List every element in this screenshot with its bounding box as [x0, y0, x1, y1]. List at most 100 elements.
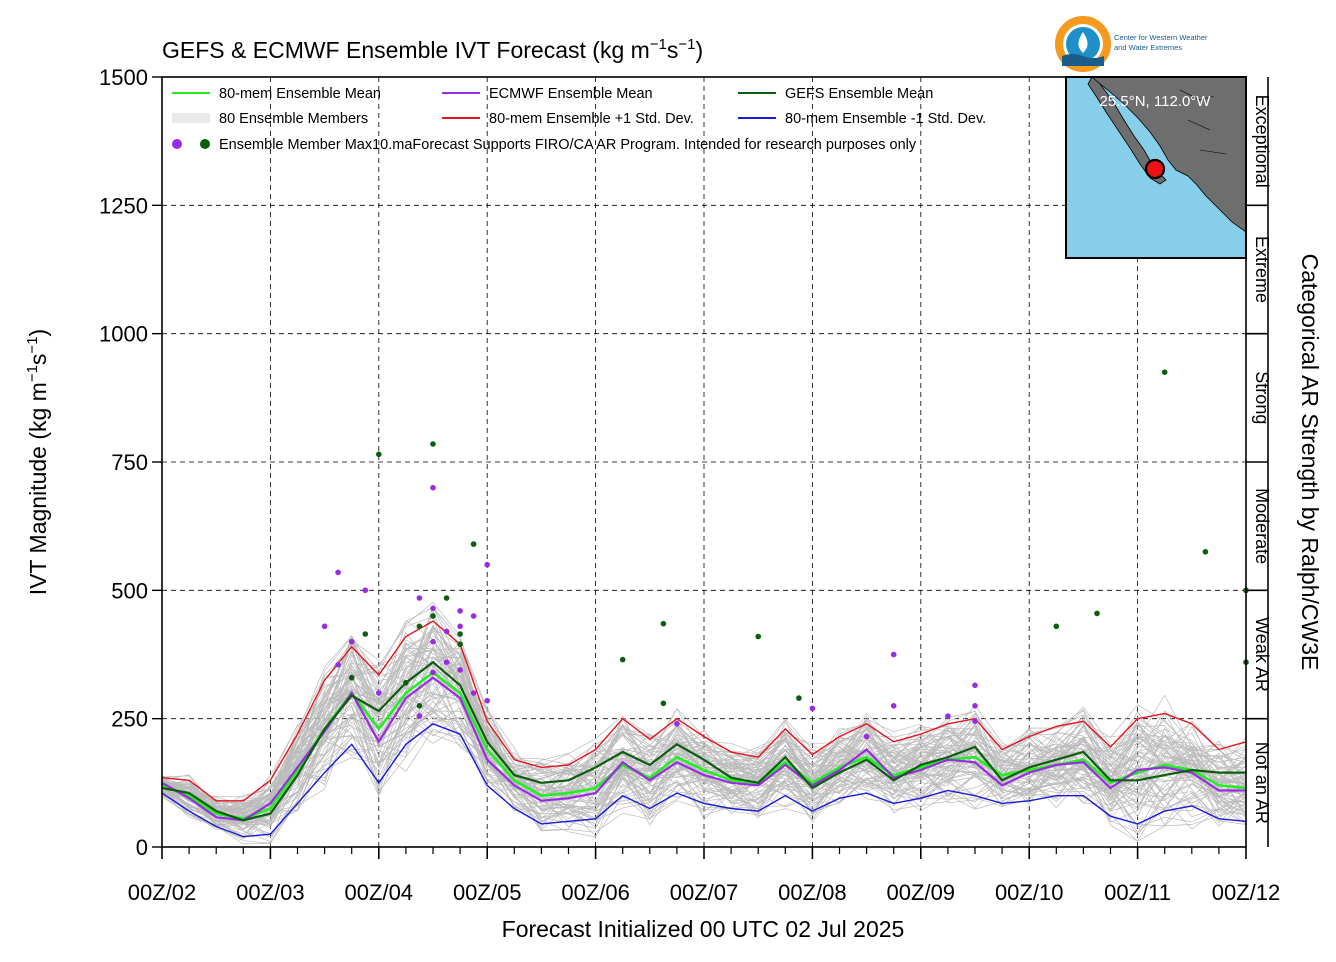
x-tick-label: 00Z/11 — [1104, 880, 1171, 905]
x-tick-label: 00Z/10 — [995, 880, 1064, 905]
inset-peninsula — [1087, 76, 1167, 185]
ecmwf-member-max-dot — [416, 713, 423, 719]
legend-label: ECMWF Ensemble Mean — [489, 86, 653, 102]
ecmwf-member-max-dot — [809, 705, 816, 712]
ensemble-member-line — [161, 693, 1247, 842]
ecmwf-member-max-dot — [484, 697, 491, 704]
gefs-member-max-dot — [796, 695, 802, 701]
ensemble-member-line — [161, 694, 1247, 825]
series-line — [161, 660, 1246, 822]
ecmwf-member-max-dot — [972, 703, 978, 709]
legend-label: 80 Ensemble Members — [219, 111, 368, 127]
legend: 80-mem Ensemble Mean ECMWF Ensemble Mean G… — [172, 86, 986, 153]
category-label: Strong — [1252, 371, 1272, 424]
ecmwf-member-max-dot — [972, 682, 978, 689]
gefs-member-max-dot — [470, 541, 477, 547]
ecmwf-member-max-dot — [470, 613, 477, 619]
ecmwf-member-max-dot — [443, 659, 450, 665]
ecmwf-member-max-dot — [362, 587, 369, 594]
ecmwf-member-max-dot — [443, 628, 450, 635]
legend-dot-gefs — [200, 139, 210, 149]
legend-label: 80-mem Ensemble +1 Std. Dev. — [489, 111, 694, 127]
gefs-member-max-dot — [660, 700, 667, 707]
member-max-dots — [321, 369, 1249, 740]
logo-text-line2: and Water Extremes — [1114, 43, 1182, 52]
ecmwf-member-max-dot — [457, 608, 463, 614]
chart-title: GEFS & ECMWF Ensemble IVT Forecast (kg m… — [162, 36, 703, 63]
ecmwf-member-max-dot — [430, 638, 436, 645]
ensemble-member-line — [161, 605, 1247, 809]
x-tick-label: 00Z/06 — [561, 880, 630, 905]
ecmwf-member-max-dot — [348, 638, 355, 645]
ecmwf-member-max-dot — [321, 623, 328, 630]
gefs-member-max-dot — [660, 620, 667, 627]
y-tick-label: 1000 — [99, 322, 148, 347]
x-tick-label: 00Z/05 — [453, 880, 522, 905]
logo-wave — [1062, 54, 1104, 66]
ecmwf-member-max-dot — [457, 623, 463, 630]
x-tick-label: 00Z/03 — [236, 880, 305, 905]
category-label: Exceptional — [1252, 95, 1272, 188]
ensemble-member-line — [161, 714, 1247, 839]
ensemble-member-line — [161, 610, 1247, 813]
x-tick-label: 00Z/12 — [1212, 880, 1281, 905]
gefs-member-max-dot — [376, 451, 382, 458]
gefs-member-max-dot — [430, 613, 436, 619]
gefs-member-max-dot — [362, 631, 369, 637]
x-axis: 00Z/02 00Z/03 00Z/04 00Z/05 00Z/06 00Z/07 00Z/… — [128, 847, 1281, 905]
ensemble-member-line — [161, 606, 1247, 805]
gefs-member-max-dot — [416, 623, 423, 630]
category-label: Moderate — [1252, 488, 1272, 564]
series-line — [161, 723, 1247, 838]
category-axis: Not an AR Weak AR Moderate Strong Extreme Exc… — [1246, 77, 1272, 847]
ecmwf-member-max-dot — [863, 733, 870, 740]
ecmwf-member-max-dot — [430, 484, 436, 491]
ecmwf-member-max-dot — [674, 721, 680, 727]
legend-label: Ensemble Member Max10.maForecast Support… — [219, 137, 917, 153]
ecmwf-member-max-dot — [335, 662, 341, 668]
ecmwf-member-max-dot — [335, 569, 341, 576]
legend-label: GEFS Ensemble Mean — [785, 86, 933, 102]
gefs-member-max-dot — [755, 633, 761, 640]
y-tick-label: 250 — [111, 707, 148, 732]
y-axis: 0 250 500 750 1000 1250 1500 — [99, 65, 162, 860]
gefs-member-max-dot — [457, 631, 463, 637]
water-drop-icon — [1078, 32, 1088, 53]
logo-ring — [1055, 16, 1111, 72]
gefs-member-max-dot — [1094, 610, 1100, 617]
gefs-member-max-dot — [1053, 623, 1060, 630]
ensemble-member-line — [161, 694, 1247, 844]
category-label: Extreme — [1252, 236, 1272, 303]
ensemble-member-line — [161, 639, 1247, 815]
y-tick-label: 1250 — [99, 193, 148, 218]
ecmwf-member-max-dot — [430, 669, 436, 676]
ensemble-member-line — [161, 665, 1247, 819]
y-tick-label: 500 — [111, 578, 148, 603]
gefs-member-max-dot — [403, 679, 409, 686]
inset-borders — [1179, 89, 1227, 155]
ensemble-member-line — [161, 678, 1247, 822]
ecmwf-member-max-dot — [972, 718, 978, 724]
location-inset-map: 25.5°N, 112.0°W — [1065, 76, 1247, 259]
gefs-member-max-dot — [1202, 549, 1209, 555]
gefs-member-max-dot — [416, 703, 423, 709]
gefs-member-max-dot — [619, 656, 626, 663]
y-tick-label: 1500 — [99, 65, 148, 90]
ecmwf-member-max-dot — [945, 713, 951, 719]
ecmwf-member-max-dot — [484, 561, 491, 568]
cw3e-logo: Center for Western Weather and Water Ext… — [1055, 16, 1208, 72]
gefs-member-max-dot — [348, 674, 355, 681]
ensemble-member-line — [161, 639, 1247, 816]
legend-dot-ecmwf — [172, 139, 182, 149]
ecmwf-member-max-dot — [470, 690, 477, 696]
ensemble-member-line — [161, 668, 1247, 838]
series-line — [161, 620, 1247, 802]
inset-frame — [1065, 76, 1247, 259]
inset-coord-label: 25.5°N, 112.0°W — [1100, 93, 1212, 110]
x-tick-label: 00Z/07 — [670, 880, 739, 905]
legend-label: 80-mem Ensemble Mean — [219, 86, 381, 102]
category-label: Not an AR — [1252, 742, 1272, 824]
location-marker — [1144, 158, 1166, 180]
inset-land — [1088, 76, 1247, 233]
ensemble-member-line — [161, 711, 1247, 837]
